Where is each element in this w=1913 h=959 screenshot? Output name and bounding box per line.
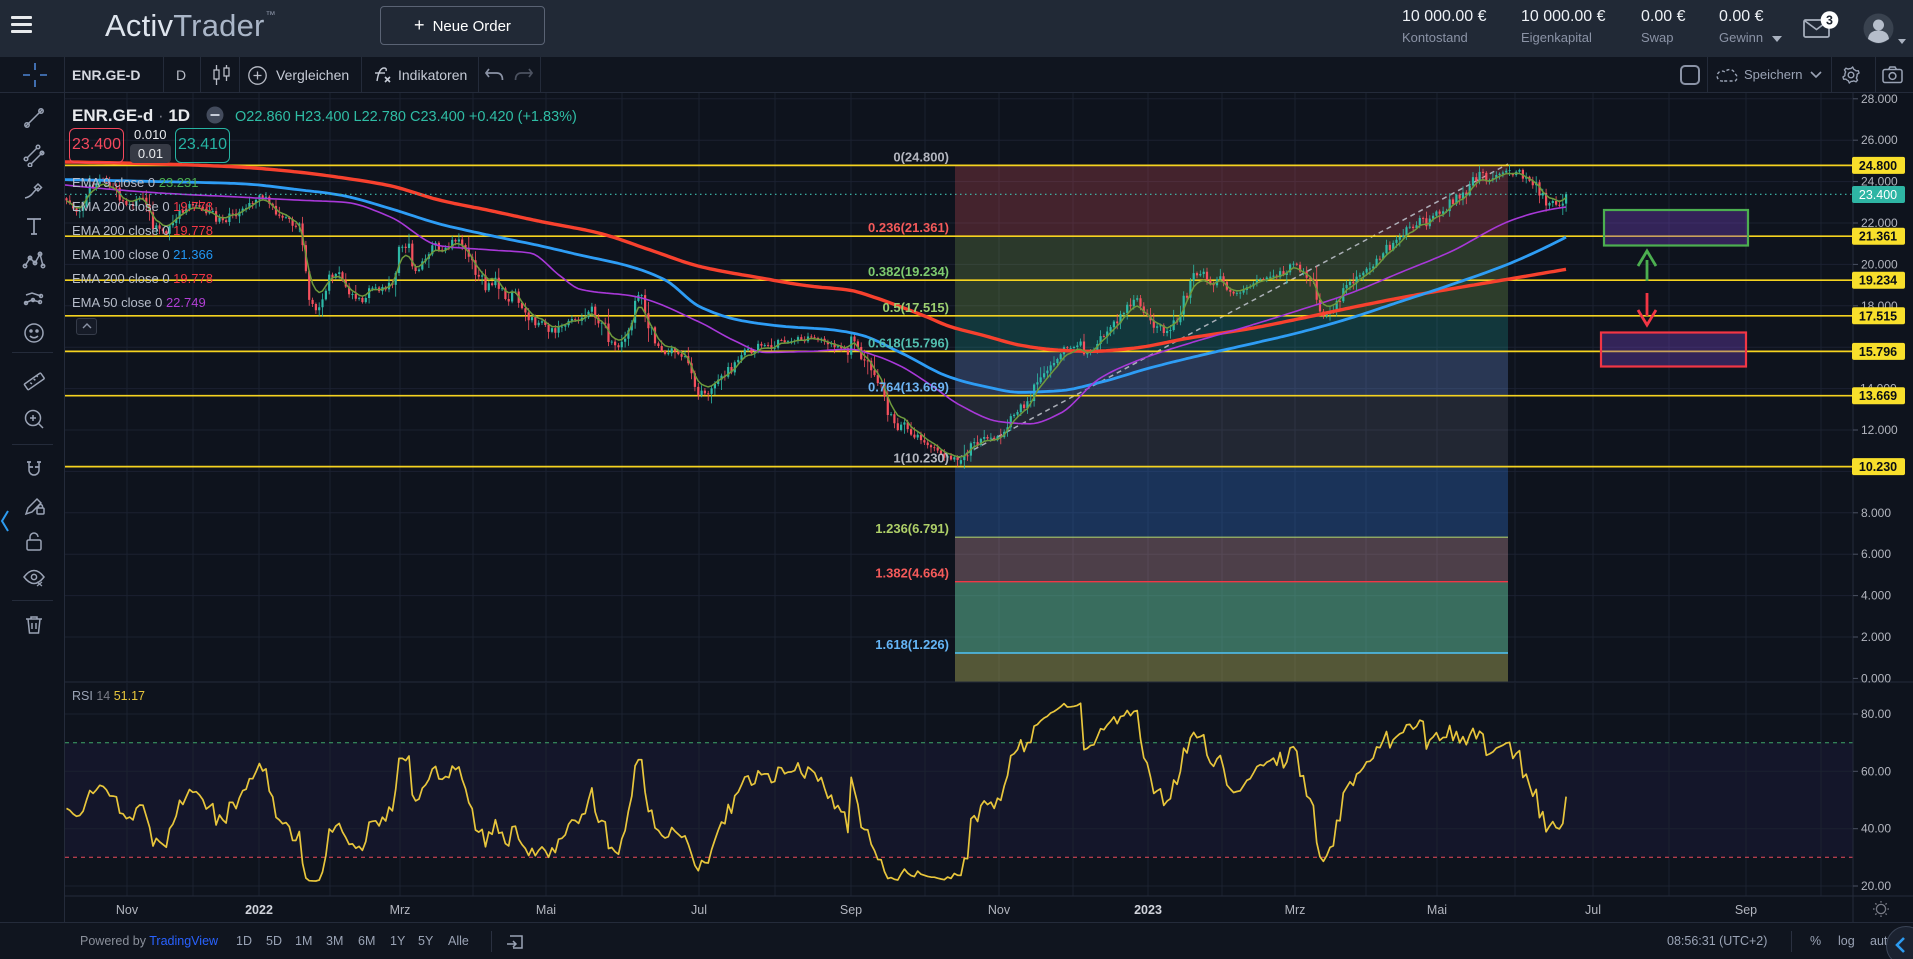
- svg-text:0.382(19.234): 0.382(19.234): [868, 264, 949, 279]
- svg-text:0.5(17.515): 0.5(17.515): [883, 300, 950, 315]
- svg-text:0(24.800): 0(24.800): [893, 149, 949, 164]
- svg-text:2.000: 2.000: [1861, 630, 1891, 644]
- svg-text:Mrz: Mrz: [1285, 903, 1306, 917]
- svg-text:Jul: Jul: [691, 903, 707, 917]
- svg-text:10.230: 10.230: [1859, 460, 1897, 474]
- svg-text:13.669: 13.669: [1859, 389, 1897, 403]
- svg-text:Nov: Nov: [116, 903, 139, 917]
- svg-text:0.236(21.361): 0.236(21.361): [868, 220, 949, 235]
- svg-text:1.236(6.791): 1.236(6.791): [875, 521, 949, 536]
- svg-text:Jul: Jul: [1585, 903, 1601, 917]
- svg-text:Mai: Mai: [536, 903, 556, 917]
- svg-text:2023: 2023: [1134, 903, 1162, 917]
- svg-text:4.000: 4.000: [1861, 589, 1891, 603]
- svg-text:22.000: 22.000: [1861, 216, 1898, 230]
- svg-text:Sep: Sep: [840, 903, 862, 917]
- svg-text:23.400: 23.400: [1859, 188, 1897, 202]
- svg-text:1.618(1.226): 1.618(1.226): [875, 637, 949, 652]
- svg-text:20.00: 20.00: [1861, 879, 1891, 893]
- svg-text:15.796: 15.796: [1859, 345, 1897, 359]
- svg-text:20.000: 20.000: [1861, 257, 1898, 271]
- svg-text:2022: 2022: [245, 903, 273, 917]
- svg-text:40.00: 40.00: [1861, 822, 1891, 836]
- svg-text:1(10.230): 1(10.230): [893, 451, 949, 466]
- svg-text:0.000: 0.000: [1861, 671, 1891, 685]
- svg-text:24.000: 24.000: [1861, 175, 1898, 189]
- svg-text:19.234: 19.234: [1859, 274, 1897, 288]
- svg-text:6.000: 6.000: [1861, 547, 1891, 561]
- svg-text:8.000: 8.000: [1861, 506, 1891, 520]
- svg-text:26.000: 26.000: [1861, 133, 1898, 147]
- svg-text:17.515: 17.515: [1859, 309, 1897, 323]
- svg-text:Sep: Sep: [1735, 903, 1757, 917]
- svg-text:0.764(13.669): 0.764(13.669): [868, 380, 949, 395]
- svg-text:3: 3: [1826, 13, 1833, 27]
- svg-text:12.000: 12.000: [1861, 423, 1898, 437]
- svg-text:1.382(4.664): 1.382(4.664): [875, 566, 949, 581]
- svg-text:60.00: 60.00: [1861, 764, 1891, 778]
- svg-text:80.00: 80.00: [1861, 707, 1891, 721]
- svg-text:24.800: 24.800: [1859, 159, 1897, 173]
- svg-text:0.618(15.796): 0.618(15.796): [868, 335, 949, 350]
- svg-text:Mai: Mai: [1427, 903, 1447, 917]
- svg-text:Nov: Nov: [988, 903, 1011, 917]
- svg-text:21.361: 21.361: [1859, 230, 1897, 244]
- svg-text:28.000: 28.000: [1861, 92, 1898, 106]
- svg-text:Mrz: Mrz: [390, 903, 411, 917]
